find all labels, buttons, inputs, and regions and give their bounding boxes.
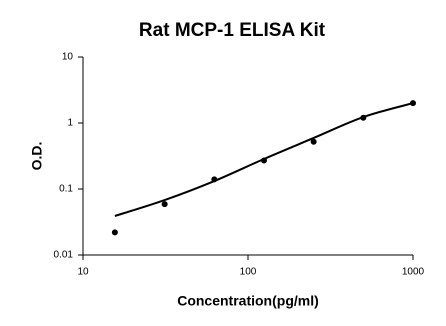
data-point (211, 176, 218, 183)
data-point (161, 201, 168, 208)
y-tick-label: 1 (67, 118, 73, 129)
y-tick-label: 10 (62, 52, 74, 63)
data-point (111, 229, 118, 236)
data-point (310, 138, 317, 145)
y-axis-title: O.D. (29, 142, 45, 171)
data-point (360, 114, 367, 121)
x-axis-title: Concentration(pg/ml) (177, 293, 319, 309)
x-tick-label: 10 (77, 267, 89, 278)
data-point (410, 100, 416, 107)
y-tick-label: 0.1 (59, 184, 73, 195)
y-tick-label: 0.01 (54, 250, 74, 261)
x-tick-label: 100 (240, 267, 257, 278)
chart-title: Rat MCP-1 ELISA Kit (139, 20, 326, 41)
x-tick-label: 1000 (402, 267, 425, 278)
data-point (260, 157, 267, 164)
